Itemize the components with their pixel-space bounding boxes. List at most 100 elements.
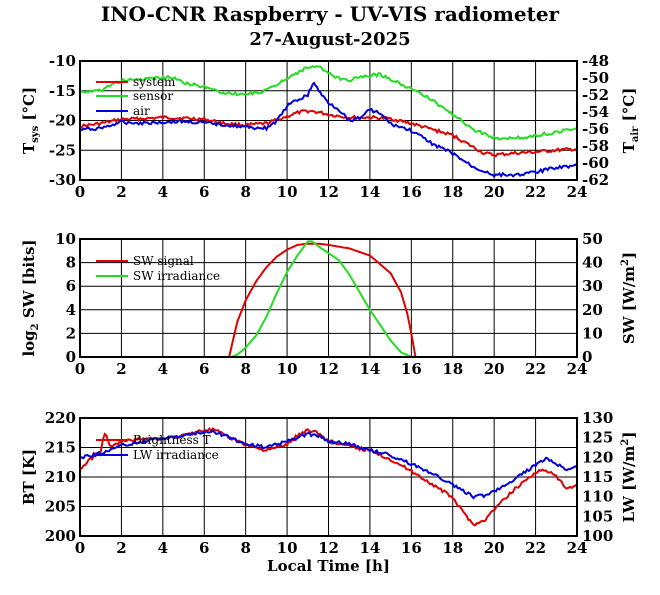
y-tick-label: -25 — [49, 141, 76, 159]
x-axis-label: Local Time [h] — [267, 557, 390, 575]
y-tick-label: 4 — [66, 301, 76, 319]
legend-label: SW signal — [133, 254, 194, 268]
x-tick-label: 6 — [199, 183, 209, 201]
x-tick-label: 2 — [116, 360, 126, 378]
y2-tick-label: 10 — [582, 324, 603, 342]
y2-tick-label: -50 — [582, 69, 609, 87]
x-tick-label: 4 — [158, 539, 168, 557]
y2-tick-label: -60 — [582, 154, 609, 172]
y2-tick-label: -52 — [582, 86, 609, 104]
x-tick-label: 12 — [318, 360, 339, 378]
y-tick-label: -20 — [49, 112, 76, 130]
legend-label: SW irradiance — [133, 269, 220, 283]
y-tick-label: -30 — [49, 171, 76, 189]
y2-axis-label: LW [W/m2] — [620, 432, 638, 523]
x-tick-label: 14 — [359, 183, 380, 201]
y-tick-label: 215 — [45, 439, 76, 457]
y-tick-label: 0 — [66, 348, 76, 366]
y2-axis-label: SW [W/m2] — [620, 252, 638, 344]
x-tick-label: 8 — [240, 539, 250, 557]
y-tick-label: 200 — [45, 527, 76, 545]
series-line-air — [79, 81, 578, 178]
y2-tick-label: 100 — [582, 527, 613, 545]
y-tick-label: 220 — [45, 409, 76, 427]
plot-frame — [79, 60, 578, 181]
legend-label: system — [133, 75, 176, 89]
y2-tick-label: 50 — [582, 230, 603, 248]
x-tick-label: 2 — [116, 539, 126, 557]
y2-tick-label: -58 — [582, 137, 609, 155]
y-tick-label: -10 — [49, 52, 76, 70]
y-tick-label: 205 — [45, 498, 76, 516]
x-tick-label: 10 — [277, 360, 298, 378]
x-tick-label: 12 — [318, 539, 339, 557]
x-tick-label: 6 — [199, 539, 209, 557]
x-tick-label: 16 — [401, 360, 422, 378]
y2-tick-label: -48 — [582, 52, 609, 70]
y-axis-label: BT [K] — [20, 449, 38, 505]
x-tick-label: 8 — [240, 183, 250, 201]
legend-label: Brightness T — [133, 433, 211, 447]
series-line-system — [79, 109, 578, 158]
x-tick-label: 16 — [401, 183, 422, 201]
y2-tick-label: 125 — [582, 429, 613, 447]
y2-tick-label: 130 — [582, 409, 613, 427]
x-tick-label: 20 — [484, 539, 505, 557]
y2-tick-label: 110 — [582, 488, 613, 506]
x-tick-label: 16 — [401, 539, 422, 557]
x-tick-label: 4 — [158, 360, 168, 378]
y2-tick-label: 0 — [582, 348, 592, 366]
y2-tick-label: -54 — [582, 103, 609, 121]
x-tick-label: 24 — [567, 183, 588, 201]
x-tick-label: 10 — [277, 183, 298, 201]
x-tick-label: 0 — [75, 183, 85, 201]
x-tick-label: 18 — [442, 183, 463, 201]
x-tick-label: 4 — [158, 183, 168, 201]
y2-tick-label: -62 — [582, 171, 609, 189]
legend-label: air — [133, 104, 150, 118]
x-tick-label: 14 — [359, 539, 380, 557]
plot-frame — [79, 417, 578, 537]
x-tick-label: 18 — [442, 539, 463, 557]
x-tick-label: 22 — [525, 539, 546, 557]
y2-tick-label: 40 — [582, 254, 603, 272]
y2-tick-label: 30 — [582, 277, 603, 295]
legend-label: sensor — [133, 89, 173, 103]
series-line-lw-irradiance — [79, 429, 578, 500]
x-tick-label: 0 — [75, 360, 85, 378]
plot-frame — [79, 238, 578, 358]
x-tick-label: 18 — [442, 360, 463, 378]
y2-tick-label: 120 — [582, 448, 613, 466]
series-line-sensor — [79, 65, 578, 141]
x-tick-label: 12 — [318, 183, 339, 201]
y2-tick-label: 105 — [582, 507, 613, 525]
x-tick-label: 24 — [567, 539, 588, 557]
legend-label: LW irradiance — [133, 448, 219, 462]
y-axis-label: log2 SW [bits] — [20, 239, 41, 356]
x-tick-label: 24 — [567, 360, 588, 378]
y-tick-label: 8 — [66, 254, 76, 272]
y-tick-label: 210 — [45, 468, 76, 486]
x-tick-label: 8 — [240, 360, 250, 378]
y2-tick-label: 20 — [582, 301, 603, 319]
x-tick-label: 14 — [359, 360, 380, 378]
y-axis-label: Tsys [°C] — [20, 87, 41, 154]
y-tick-label: 2 — [66, 324, 76, 342]
y2-axis-label: Tair [°C] — [620, 88, 641, 154]
y2-tick-label: 115 — [582, 468, 613, 486]
y-tick-label: 10 — [55, 230, 76, 248]
x-tick-label: 20 — [484, 360, 505, 378]
x-tick-label: 20 — [484, 183, 505, 201]
y-tick-label: -15 — [49, 82, 76, 100]
x-tick-label: 22 — [525, 360, 546, 378]
x-tick-label: 0 — [75, 539, 85, 557]
x-tick-label: 22 — [525, 183, 546, 201]
x-tick-label: 6 — [199, 360, 209, 378]
figure-title: INO-CNR Raspberry - UV-VIS radiometer — [101, 2, 560, 26]
y2-tick-label: -56 — [582, 120, 609, 138]
